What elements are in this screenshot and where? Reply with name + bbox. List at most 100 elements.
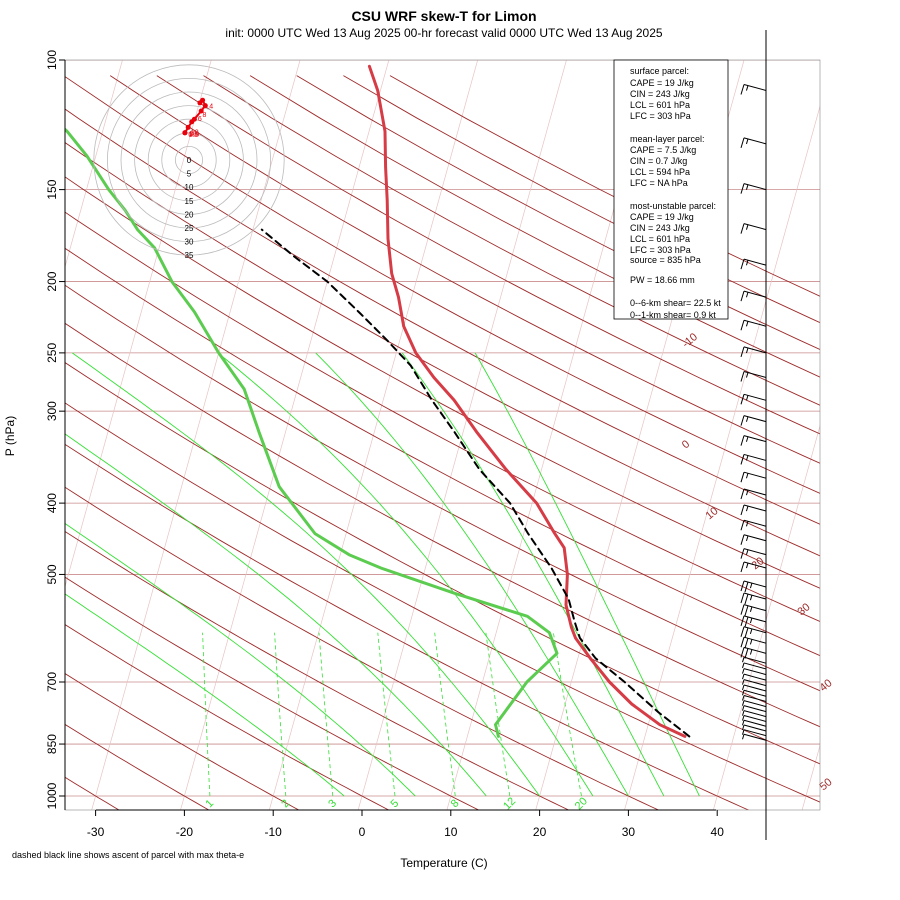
wind-barb-half-flag <box>745 395 749 401</box>
x-tick-label: 0 <box>359 825 366 839</box>
dry-adiabat <box>65 673 300 810</box>
wind-barb-half-flag <box>749 617 753 624</box>
wind-barb <box>742 673 767 681</box>
wind-barb <box>740 636 767 649</box>
stat-shear6: 0--6-km shear= 22.5 kt <box>630 298 721 308</box>
wind-barb-half-flag <box>742 657 745 663</box>
moist-adiabat <box>65 593 345 797</box>
isotherm-line <box>357 60 567 810</box>
isotherm-line <box>268 60 479 810</box>
dry-adiabat <box>203 75 820 406</box>
dry-adiabat <box>65 530 570 810</box>
dry-adiabat <box>65 576 480 810</box>
wind-barb-flag <box>740 371 745 382</box>
wind-barb <box>740 137 767 149</box>
wind-barb-staff <box>743 705 767 713</box>
wind-barb <box>742 710 767 718</box>
wind-barb <box>740 223 767 234</box>
isotherm-line <box>801 744 820 810</box>
stat-surface-cape: CAPE = 19 J/kg <box>630 78 694 88</box>
wind-barb <box>742 689 767 697</box>
wind-barb-staff <box>743 668 767 676</box>
stat-mu-cin: CIN = 243 J/kg <box>630 223 690 233</box>
wind-barb-staff <box>743 689 767 697</box>
mixing-ratio-line <box>485 632 511 797</box>
wind-barb-half-flag <box>745 535 749 541</box>
moist-adiabat <box>217 352 594 797</box>
wind-barb-half-flag <box>745 416 749 422</box>
wind-barb-staff <box>743 684 767 692</box>
y-tick-label: 400 <box>45 493 59 513</box>
wind-barb-half-flag <box>745 562 749 569</box>
wind-barb-staff <box>743 673 767 681</box>
wind-barb <box>740 561 767 573</box>
stat-surface-lfc: LFC = 303 hPa <box>630 111 691 121</box>
dry-adiabat <box>109 75 820 464</box>
wind-barb-half-flag <box>742 684 745 691</box>
hodograph-height-label: 8 <box>203 112 207 119</box>
hodograph-ring <box>161 132 217 188</box>
wind-barb-half-flag <box>745 489 749 496</box>
wind-barb-flag <box>740 504 745 516</box>
wind-barb-flag <box>740 626 745 637</box>
wind-barb <box>740 504 767 516</box>
hodograph-point <box>191 116 197 122</box>
wind-barb-flag <box>740 488 745 500</box>
wind-barb <box>742 656 767 664</box>
x-tick-label: -10 <box>265 825 283 839</box>
hodograph-point <box>182 130 188 136</box>
stat-surface-header: surface parcel: <box>630 66 689 76</box>
hodograph-point <box>198 108 204 114</box>
grid-layer <box>65 60 820 810</box>
hodograph-ring-label: 0 <box>187 156 192 165</box>
wind-barb-half-flag <box>745 224 749 230</box>
hodograph-ring <box>93 64 285 256</box>
hodograph-ring-label: 35 <box>185 251 194 260</box>
wind-barb-flag <box>740 320 745 331</box>
stat-mu-lfc: LFC = 303 hPa <box>630 245 691 255</box>
hodograph-ring <box>174 145 203 174</box>
dry-adiabat <box>65 76 820 494</box>
wind-barb-flag <box>740 84 745 95</box>
wind-barb-flag <box>740 435 745 446</box>
dry-adiabat <box>65 142 820 557</box>
wind-barb <box>740 435 767 446</box>
wind-barb <box>742 700 767 708</box>
wind-barb-half-flag <box>745 505 749 512</box>
wind-barb <box>740 453 767 465</box>
wind-barb <box>740 371 767 382</box>
wind-barb <box>742 733 767 741</box>
wind-barb-half-flag <box>745 455 749 461</box>
stat-mu-source: source = 835 hPa <box>630 255 701 265</box>
series-layer <box>65 64 691 738</box>
wind-barb-flag <box>740 647 745 658</box>
hodograph-height-label: 10 <box>189 131 197 138</box>
wind-barb-half-flag <box>742 690 745 696</box>
stat-surface-lcl: LCL = 601 hPa <box>630 100 690 110</box>
wind-barb-flag <box>744 638 749 649</box>
wind-barb-half-flag <box>742 724 745 731</box>
hodograph-ring-label: 30 <box>185 238 194 247</box>
wind-barb-staff <box>743 662 767 670</box>
wind-barb-flag <box>740 291 745 302</box>
wind-barb-half-flag <box>742 668 745 674</box>
mixing-ratio-line <box>553 632 582 797</box>
wind-barb-staff <box>743 714 767 722</box>
isotherm-line <box>180 60 390 810</box>
hodograph-point <box>202 103 208 109</box>
wind-barb-half-flag <box>749 595 753 601</box>
wind-barb-half-flag <box>742 720 745 726</box>
wind-barb <box>742 694 767 702</box>
isotherm-label: 0 <box>680 438 692 451</box>
wind-barb-half-flag <box>745 473 749 479</box>
wind-barb-half-flag <box>745 292 749 298</box>
moist-adiabat <box>315 352 629 797</box>
wind-barb-flag <box>740 580 745 592</box>
wind-barb <box>740 183 767 194</box>
parcel-profile <box>260 228 691 738</box>
wind-barb-half-flag <box>745 347 749 354</box>
dry-adiabat <box>65 723 210 810</box>
stat-mean-lcl: LCL = 594 hPa <box>630 167 690 177</box>
